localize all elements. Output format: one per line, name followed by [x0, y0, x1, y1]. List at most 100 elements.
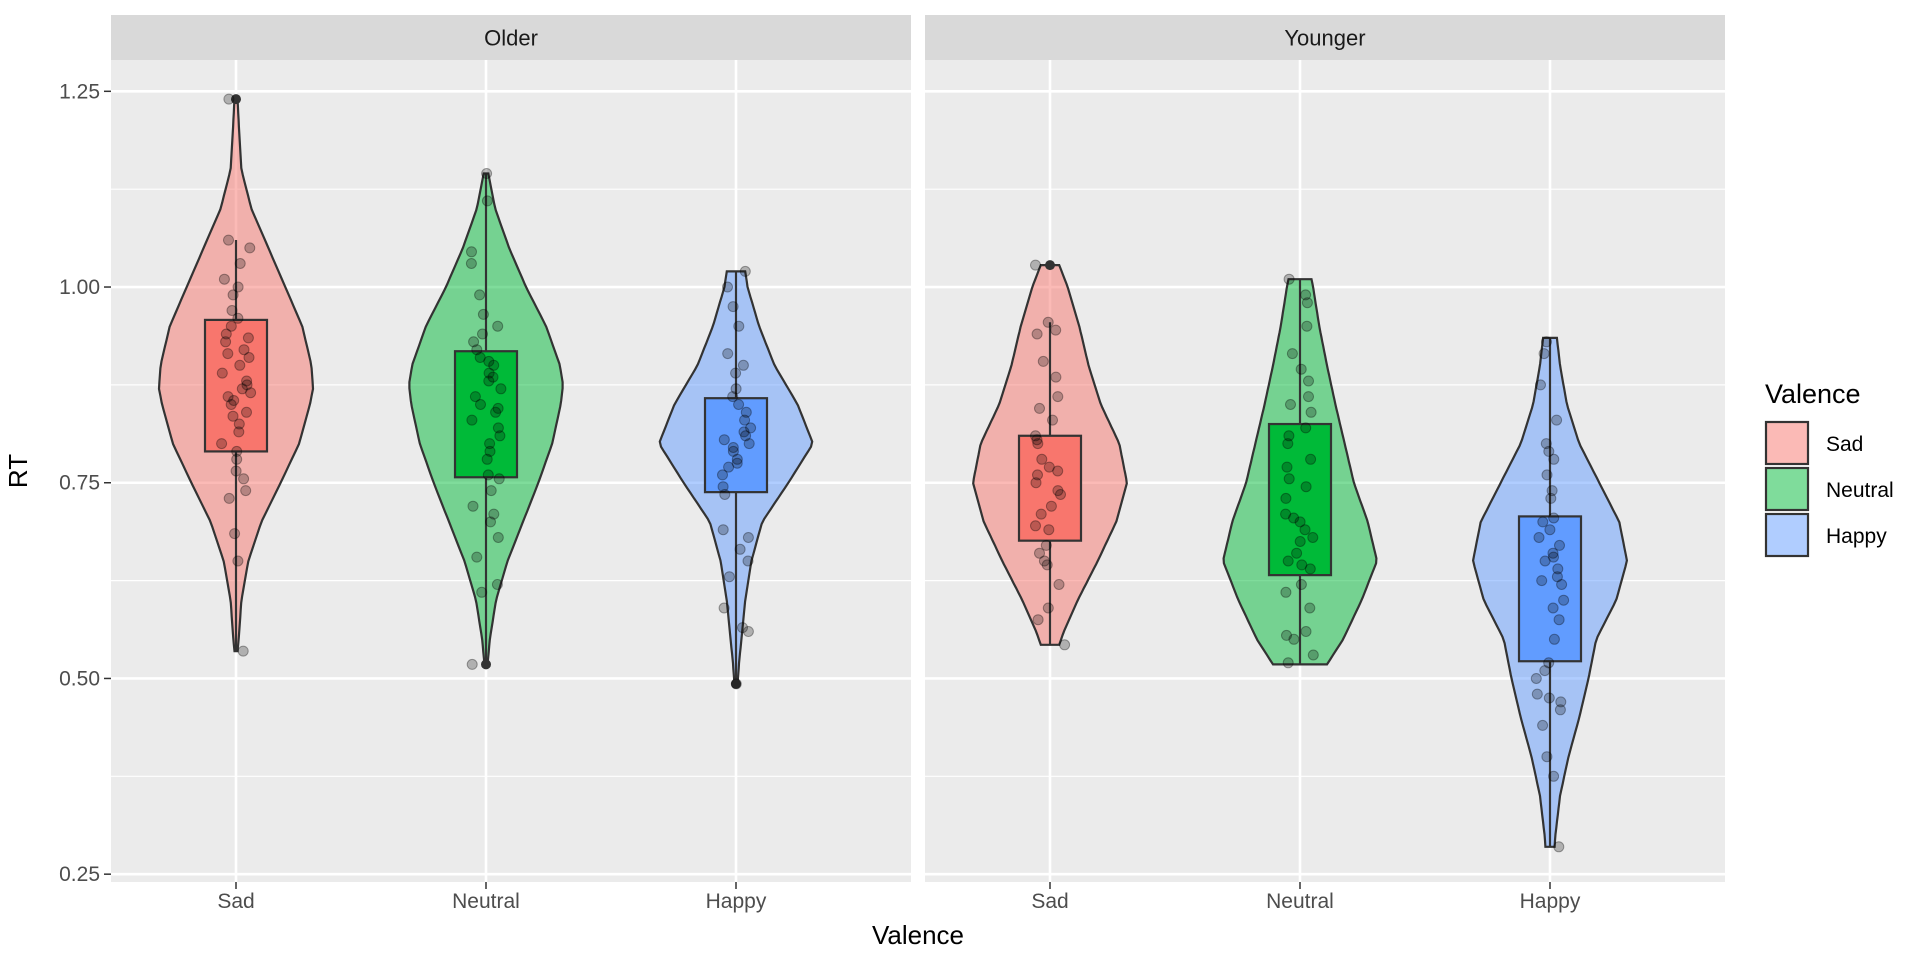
data-point: [740, 406, 752, 418]
data-point: [1030, 259, 1041, 271]
data-point: [227, 410, 239, 422]
data-point: [467, 500, 479, 512]
x-tick-label: Sad: [217, 890, 254, 913]
box: [1267, 422, 1333, 577]
data-point: [1551, 414, 1563, 426]
data-point: [1042, 316, 1054, 328]
data-point: [1548, 512, 1560, 524]
box: [453, 350, 519, 479]
data-point: [1543, 657, 1555, 669]
legend: Valence Sad Neutral Happy: [1764, 379, 1894, 558]
group-older-neutral: [408, 168, 564, 670]
data-point: [1548, 551, 1559, 563]
data-point: [491, 579, 503, 590]
data-point: [1283, 473, 1295, 485]
data-point: [1538, 348, 1550, 360]
data-point: [717, 524, 729, 536]
data-point: [739, 265, 751, 277]
data-point: [220, 336, 232, 348]
data-point: [1547, 547, 1559, 559]
data-point: [1280, 492, 1292, 504]
data-point: [1301, 297, 1313, 309]
data-point: [1030, 520, 1041, 532]
data-point: [1300, 422, 1312, 434]
data-point: [477, 308, 489, 320]
data-point: [730, 678, 742, 690]
data-point: [1307, 649, 1319, 661]
data-point: [469, 391, 481, 403]
data-point: [229, 528, 241, 540]
y-axis-title: RT: [3, 454, 33, 488]
data-point: [722, 348, 734, 360]
data-point: [220, 328, 232, 340]
group-older-sad: [157, 93, 315, 657]
data-point: [1043, 461, 1055, 473]
data-point: [223, 492, 235, 504]
data-point: [742, 626, 754, 637]
data-point: [1285, 399, 1296, 410]
group-younger-sad: [972, 259, 1128, 651]
box: [1517, 515, 1583, 663]
outlier-point: [481, 659, 491, 670]
data-point: [492, 422, 504, 434]
data-point: [485, 516, 496, 528]
data-point: [1041, 559, 1053, 571]
data-point: [1305, 453, 1317, 465]
y-tick-label: 0.50: [59, 667, 100, 690]
data-point: [223, 234, 234, 246]
data-point: [1032, 469, 1043, 481]
legend-label-sad: Sad: [1826, 433, 1863, 456]
data-point: [1050, 324, 1062, 336]
facet-strip-label: Younger: [1284, 26, 1365, 51]
data-point: [1282, 438, 1294, 450]
data-point: [1050, 371, 1062, 383]
data-point: [1031, 434, 1043, 446]
data-point: [1303, 375, 1314, 387]
data-point: [218, 273, 230, 285]
data-point: [1548, 770, 1560, 782]
data-point: [233, 426, 245, 438]
data-point: [241, 379, 253, 391]
data-point: [1553, 841, 1565, 853]
data-point: [1053, 579, 1065, 590]
data-point: [492, 320, 504, 332]
data-point: [1040, 539, 1052, 551]
facet-strip: [111, 15, 911, 60]
data-point: [474, 289, 486, 301]
data-point: [466, 246, 477, 258]
data-point: [488, 508, 500, 520]
legend-label-neutral: Neutral: [1826, 479, 1894, 502]
data-point: [718, 602, 730, 614]
data-point: [1530, 673, 1542, 684]
data-point: [481, 168, 493, 179]
data-point: [1059, 639, 1071, 651]
data-point: [1299, 524, 1311, 536]
data-point: [743, 438, 755, 450]
group-younger-happy: [1471, 336, 1629, 853]
outlier-point: [1045, 260, 1055, 271]
data-point: [734, 543, 746, 555]
group-younger-neutral: [1222, 273, 1378, 669]
data-point: [471, 551, 483, 563]
data-point: [727, 301, 739, 313]
data-point: [216, 438, 228, 450]
data-point: [742, 555, 754, 567]
data-point: [481, 453, 493, 465]
data-point: [484, 445, 496, 457]
data-point: [1543, 445, 1555, 457]
data-point: [234, 258, 246, 269]
data-point: [737, 622, 748, 634]
data-point: [1300, 289, 1312, 301]
data-point: [742, 532, 754, 543]
outlier-point: [231, 94, 241, 105]
data-point: [222, 391, 234, 403]
data-point: [727, 391, 739, 403]
data-point: [225, 399, 237, 410]
data-point: [1539, 665, 1551, 677]
data-point: [737, 359, 749, 371]
data-point: [719, 489, 731, 500]
data-point: [483, 355, 495, 367]
data-point: [1547, 602, 1559, 614]
data-point: [1535, 379, 1546, 391]
